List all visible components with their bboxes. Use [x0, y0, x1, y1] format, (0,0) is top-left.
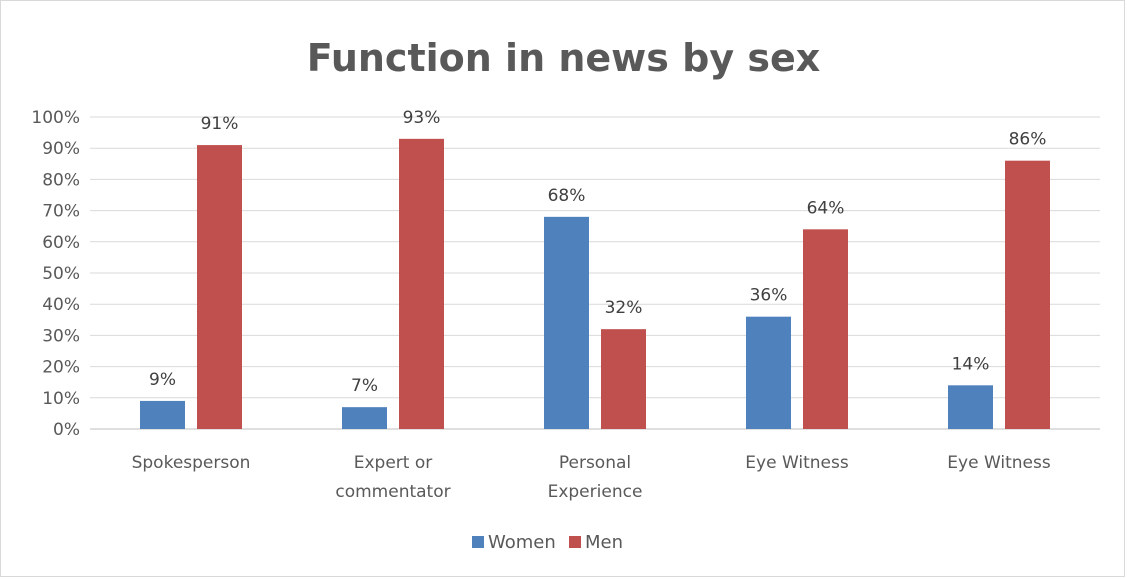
y-tick-label: 60%	[42, 233, 80, 253]
y-tick-label: 0%	[53, 420, 80, 440]
bar-women	[544, 216, 589, 429]
y-tick-label: 50%	[42, 264, 80, 284]
bar-men	[803, 229, 848, 429]
data-label: 32%	[605, 298, 643, 318]
category-label: Personal	[559, 453, 631, 473]
y-tick-label: 100%	[31, 108, 80, 128]
data-label: 9%	[149, 370, 176, 390]
y-tick-label: 20%	[42, 358, 80, 378]
bar-women	[342, 407, 387, 429]
bar-women	[746, 316, 791, 429]
category-label: Eye Witness	[745, 453, 849, 473]
category-label: Expert or	[354, 453, 433, 473]
bar-men	[1005, 160, 1050, 429]
legend-swatch-men	[569, 536, 581, 548]
category-label: commentator	[335, 482, 450, 502]
bar-women	[140, 400, 185, 429]
legend-swatch-women	[472, 536, 484, 548]
bar-men	[399, 138, 444, 429]
legend-label-women: Women	[488, 532, 556, 553]
y-tick-label: 90%	[42, 139, 80, 159]
data-label: 7%	[351, 376, 378, 396]
data-label: 91%	[201, 114, 239, 134]
category-label: Spokesperson	[132, 453, 251, 473]
bar-women	[948, 385, 993, 429]
data-label: 64%	[807, 198, 845, 218]
legend-label-men: Men	[585, 532, 623, 553]
y-tick-label: 10%	[42, 389, 80, 409]
data-label: 93%	[403, 108, 441, 128]
data-label: 14%	[952, 354, 990, 374]
bar-men	[197, 145, 242, 429]
data-label: 36%	[750, 286, 788, 306]
chart-title: Function in news by sex	[306, 36, 821, 80]
y-tick-label: 30%	[42, 326, 80, 346]
y-tick-label: 80%	[42, 170, 80, 190]
data-label: 68%	[548, 186, 586, 206]
category-label: Experience	[548, 482, 643, 502]
bar-men	[601, 329, 646, 429]
y-tick-label: 40%	[42, 295, 80, 315]
category-label: Eye Witness	[947, 453, 1051, 473]
data-label: 86%	[1009, 130, 1047, 150]
y-tick-label: 70%	[42, 202, 80, 222]
